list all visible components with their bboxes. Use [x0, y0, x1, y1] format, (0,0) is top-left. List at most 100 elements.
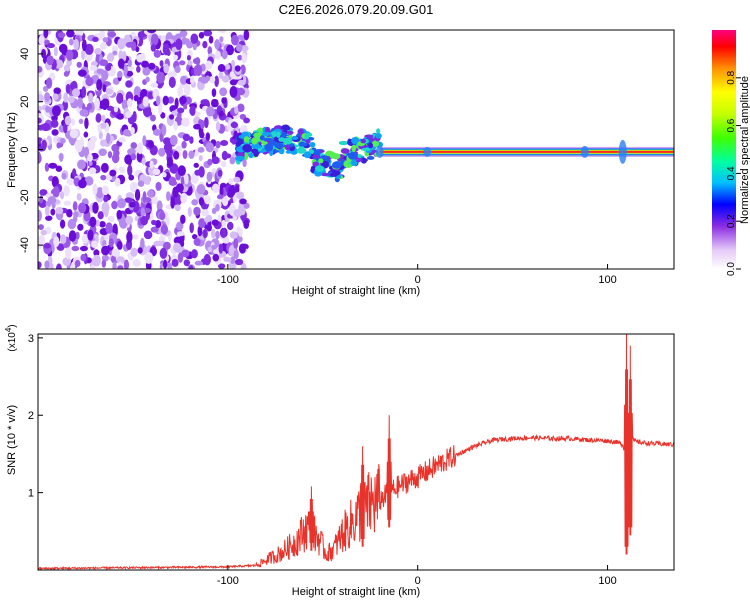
snr-series-line	[38, 334, 674, 570]
spectrogram-noise-blob	[233, 208, 243, 218]
spectrogram-noise-blob	[101, 259, 107, 268]
spectrogram-noise-blob	[88, 160, 93, 166]
spectrogram-noise-blob	[206, 171, 213, 182]
spectrogram-noise-blob	[100, 122, 107, 129]
spectrogram-noise-blob	[215, 230, 220, 240]
spectrogram-noise-blob	[94, 47, 102, 56]
spectrogram-noise-blob	[42, 85, 49, 92]
spectrogram-noise-blob	[112, 50, 118, 56]
spectrogram-noise-blob	[218, 30, 227, 34]
spectrogram-noise-blob	[221, 75, 230, 83]
spectrogram-noise-blob	[235, 43, 243, 52]
spectrogram-noise-blob	[140, 237, 145, 250]
spectrogram-noise-blob	[79, 109, 89, 117]
spectrogram-noise-blob	[140, 207, 146, 218]
spectrogram-noise-blob	[90, 264, 95, 269]
spectrogram-noise-blob	[203, 30, 213, 37]
spectrogram-noise-blob	[215, 203, 220, 212]
spectrogram-noise-blob	[101, 114, 106, 122]
spectrogram-signal-blob	[351, 159, 357, 166]
spectrogram-signal-blob	[329, 152, 336, 159]
spectrogram-noise-blob	[92, 183, 98, 196]
spectrogram-noise-blob	[200, 99, 210, 105]
spectrogram-noise-blob	[46, 77, 53, 89]
spectrogram-noise-blob	[204, 75, 211, 82]
spectrogram-noise-blob	[193, 65, 198, 76]
spectrogram-noise-blob	[188, 265, 194, 269]
spectrogram-noise-blob	[170, 197, 175, 209]
spectrogram-noise-blob	[112, 223, 118, 236]
spectrogram-noise-blob	[66, 30, 75, 38]
spectrogram-noise-blob	[55, 206, 64, 215]
spectrogram-noise-blob	[74, 259, 81, 268]
spectrogram-noise-blob	[197, 146, 205, 153]
spectrogram-noise-blob	[211, 88, 217, 98]
spectrogram-noise-blob	[45, 215, 53, 221]
colorbar-tick-label: 0.4	[726, 166, 737, 180]
spectrogram-noise-blob	[77, 159, 86, 170]
spectrogram-line-bump	[580, 145, 589, 158]
spectrogram-noise-blob	[194, 57, 201, 66]
spectrogram-noise-blob	[190, 33, 199, 44]
spectrogram-noise-blob	[204, 116, 209, 129]
spectrogram-noise-blob	[100, 174, 107, 181]
spectrogram-noise-blob	[181, 117, 190, 128]
spectrogram-noise-blob	[101, 245, 110, 256]
spectrogram-noise-blob	[159, 247, 168, 259]
colorbar-tick-label: 0.2	[726, 214, 737, 228]
spectrogram-noise-blob	[95, 187, 104, 199]
spectrogram-noise-blob	[234, 184, 240, 194]
spectrogram-marks	[38, 30, 674, 269]
spectrogram-noise-blob	[133, 94, 139, 102]
spectrogram-noise-blob	[55, 165, 63, 172]
spectrogram-signal-blob	[296, 147, 307, 154]
spectrogram-noise-blob	[69, 128, 79, 139]
spectrogram-noise-blob	[160, 112, 166, 119]
spectrogram-signal-blob	[361, 147, 371, 152]
spectrogram-noise-blob	[173, 121, 178, 131]
spectrogram-noise-blob	[193, 123, 202, 130]
spectrogram-noise-blob	[182, 149, 188, 159]
spectrogram-noise-blob	[183, 103, 188, 110]
spectrogram-noise-blob	[150, 44, 157, 52]
spectrogram-noise-blob	[116, 113, 125, 120]
spectrogram-noise-blob	[107, 151, 113, 159]
spectrogram-noise-blob	[221, 49, 228, 60]
spectrogram-line-bump	[423, 146, 432, 157]
spectrogram-signal-blob	[280, 131, 287, 139]
spectrogram-noise-blob	[80, 253, 87, 262]
spectrogram-noise-blob	[156, 200, 163, 212]
spectrogram-noise-blob	[162, 172, 167, 178]
spectrogram-noise-blob	[162, 43, 170, 56]
spectrogram-noise-blob	[176, 221, 184, 231]
spectrogram-noise-blob	[124, 197, 133, 204]
spectrogram-noise-blob	[229, 71, 235, 78]
spectrogram-noise-blob	[125, 111, 132, 119]
spectrogram-noise-blob	[237, 79, 246, 86]
spectrogram-noise-blob	[147, 91, 155, 100]
colorbar-gradient	[712, 30, 736, 269]
spectrogram-noise-blob	[219, 87, 228, 97]
colorbar: 0.0 0.2 0.4 0.6 0.8 Normalized spectral ampl…	[712, 30, 750, 276]
spectrogram-y-tick-label: -20	[19, 189, 31, 205]
spectrogram-signal-blob	[340, 148, 350, 154]
spectrogram-noise-blob	[50, 119, 59, 128]
spectrogram-noise-blob	[196, 184, 206, 195]
spectrogram-noise-blob	[102, 37, 109, 43]
spectrogram-noise-blob	[107, 31, 117, 38]
spectrogram-noise-blob	[237, 54, 243, 61]
spectrogram-noise-blob	[123, 129, 131, 137]
spectrogram-signal-blob	[338, 140, 349, 146]
spectrogram-noise-blob	[135, 46, 140, 53]
snr-x-label: Height of straight line (km)	[292, 586, 420, 598]
spectrogram-noise-blob	[211, 156, 220, 165]
spectrogram-noise-blob	[181, 249, 190, 258]
spectrogram-signal-blob	[261, 131, 271, 136]
spectrogram-signal-blob	[331, 161, 342, 169]
spectrogram-noise-blob	[44, 260, 50, 269]
spectrogram-noise-blob	[118, 50, 124, 61]
spectrogram-signal-blob	[276, 131, 281, 138]
spectrogram-noise-blob	[160, 224, 169, 235]
spectrogram-noise-blob	[124, 154, 133, 165]
spectrogram-noise-blob	[238, 243, 246, 254]
